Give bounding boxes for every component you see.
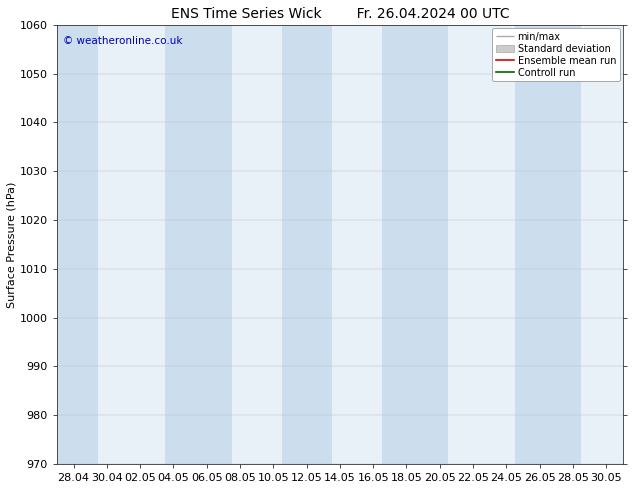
Bar [57, 25, 98, 464]
Title: ENS Time Series Wick        Fr. 26.04.2024 00 UTC: ENS Time Series Wick Fr. 26.04.2024 00 U… [171, 7, 509, 21]
Text: © weatheronline.co.uk: © weatheronline.co.uk [63, 36, 182, 46]
Bar [281, 25, 332, 464]
Bar [165, 25, 231, 464]
Bar [382, 25, 448, 464]
Bar [515, 25, 581, 464]
Y-axis label: Surface Pressure (hPa): Surface Pressure (hPa) [7, 181, 17, 308]
Legend: min/max, Standard deviation, Ensemble mean run, Controll run: min/max, Standard deviation, Ensemble me… [493, 28, 620, 81]
